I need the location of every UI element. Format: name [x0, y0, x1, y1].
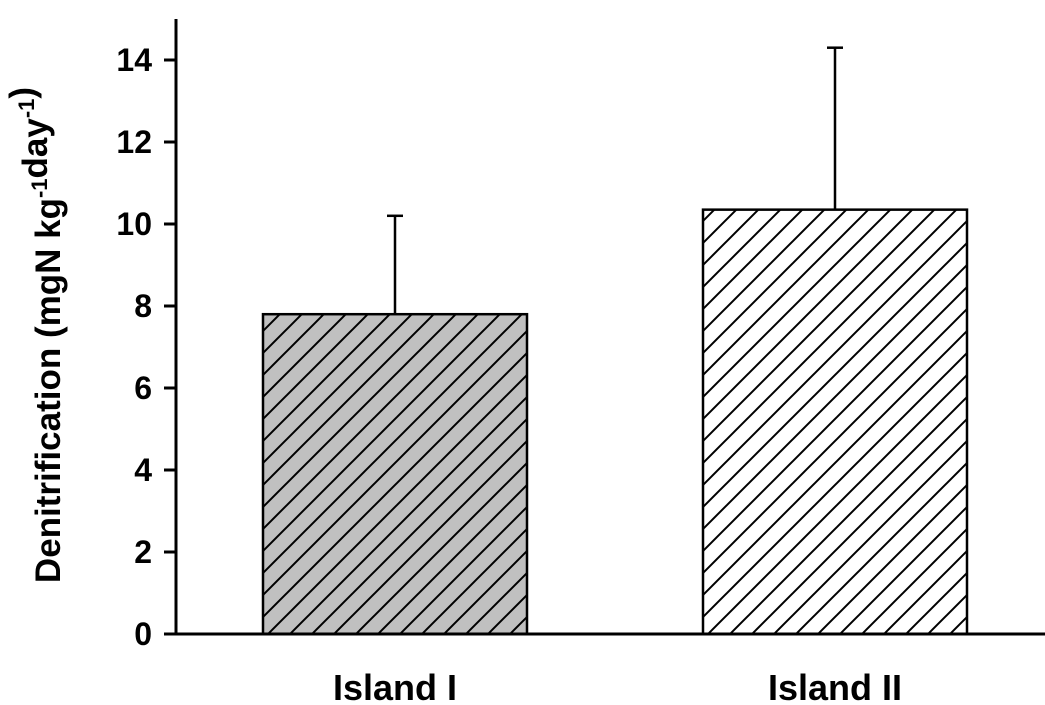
y-axis-title-text: Denitrification (mgN kg	[29, 198, 68, 583]
y-axis-title-text: day	[16, 118, 55, 179]
y-axis-title-superscript: -1	[14, 99, 39, 119]
bar-1	[261, 312, 529, 636]
category-label-2: Island II	[768, 667, 902, 705]
y-tick-label: 6	[134, 370, 152, 406]
y-tick-label: 8	[134, 288, 152, 324]
bars-layer	[261, 46, 969, 636]
bar-group-2	[701, 46, 969, 636]
bar-group-1	[261, 214, 529, 636]
y-tick-label: 12	[116, 124, 152, 160]
bar-2	[701, 208, 969, 636]
y-tick-label: 10	[116, 206, 152, 242]
y-axis-title-superscript: -1	[27, 178, 52, 198]
category-label-1: Island I	[333, 667, 457, 705]
y-axis-title: Denitrification (mgN kg-1day-1)	[3, 87, 68, 583]
axes-layer	[164, 19, 1045, 636]
labels-layer: Island I Island II 0 2 4 6 8 10 12 14 Denitrificat…	[3, 42, 902, 705]
y-axis-title-text: )	[3, 87, 42, 99]
y-tick-label: 0	[134, 616, 152, 652]
y-tick-label: 4	[134, 452, 152, 488]
y-tick-label: 2	[134, 534, 152, 570]
y-tick-label: 14	[116, 42, 152, 78]
